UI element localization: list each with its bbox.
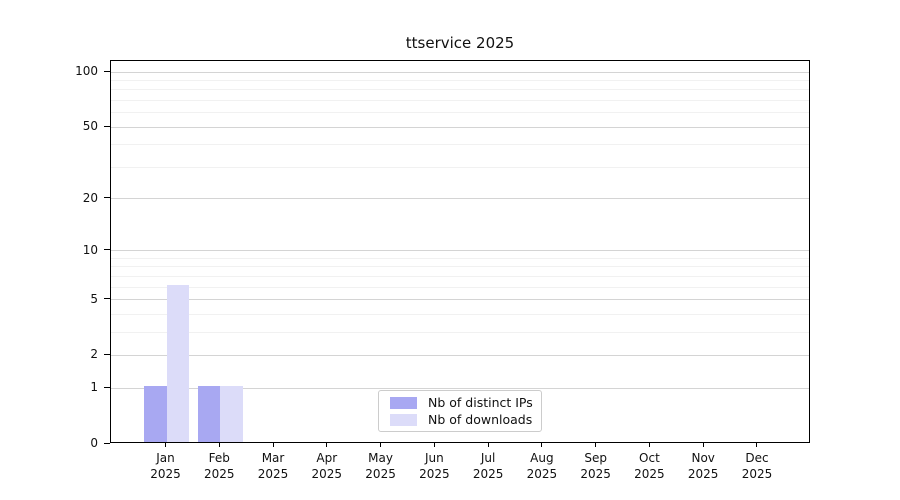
x-axis-tick-mark xyxy=(595,443,597,447)
gridline-minor xyxy=(111,275,809,277)
gridline-major xyxy=(111,387,809,389)
y-axis-tick-label: 20 xyxy=(82,190,98,205)
gridline-minor xyxy=(111,80,809,82)
x-axis-tick-mark xyxy=(326,443,328,447)
x-axis-tick-mark xyxy=(218,443,220,447)
legend-label-downloads: Nb of downloads xyxy=(428,412,533,427)
gridline-minor xyxy=(111,166,809,168)
y-axis-tick-label: 1 xyxy=(90,380,98,395)
gridline-major xyxy=(111,299,809,301)
x-axis-tick-mark xyxy=(487,443,489,447)
bar-downloads xyxy=(166,285,189,442)
x-axis-tick-label: Jun 2025 xyxy=(419,451,450,481)
x-axis-tick-label: Sep 2025 xyxy=(580,451,611,481)
legend-swatch-distinct-ips xyxy=(390,396,417,409)
gridline-minor xyxy=(111,144,809,146)
x-axis-tick-mark xyxy=(756,443,758,447)
bar-downloads xyxy=(220,386,243,442)
x-axis-tick-mark xyxy=(648,443,650,447)
x-axis-tick-label: Jan 2025 xyxy=(150,451,181,481)
gridline-minor xyxy=(111,286,809,288)
gridline-major xyxy=(111,198,809,200)
gridline-minor xyxy=(111,257,809,259)
x-axis-tick-mark xyxy=(380,443,382,447)
y-axis-tick-mark xyxy=(104,197,110,199)
x-axis-tick-mark xyxy=(272,443,274,447)
x-axis-tick-label: Jul 2025 xyxy=(472,451,504,481)
x-axis-tick-mark xyxy=(433,443,435,447)
y-axis-tick-label: 5 xyxy=(90,291,98,306)
bar-distinct-ips xyxy=(197,386,221,442)
gridline-minor xyxy=(111,266,809,268)
y-axis-tick-label: 0 xyxy=(90,436,98,450)
x-axis-tick-label: Mar 2025 xyxy=(257,451,289,481)
y-axis-tick-mark xyxy=(104,125,110,127)
x-axis-tick-mark xyxy=(702,443,704,447)
gridline-major xyxy=(111,126,809,128)
x-axis-tick-mark xyxy=(541,443,543,447)
legend-item-downloads: Nb of downloads xyxy=(379,412,541,427)
y-axis-tick-label: 2 xyxy=(90,347,98,362)
gridline-major xyxy=(111,354,809,356)
y-axis-tick-mark xyxy=(104,442,110,444)
y-axis-tick-mark xyxy=(104,249,110,251)
x-axis-tick-label: Nov 2025 xyxy=(687,451,719,481)
y-axis-tick-mark xyxy=(104,353,110,355)
y-axis-tick-mark xyxy=(104,386,110,388)
x-axis-tick-label: Apr 2025 xyxy=(311,451,343,481)
x-axis-tick-label: Oct 2025 xyxy=(634,451,665,481)
gridline-minor xyxy=(111,331,809,333)
x-axis-tick-label: May 2025 xyxy=(365,451,396,481)
plot-area: Nb of distinct IPs Nb of downloads xyxy=(110,60,810,443)
y-axis-tick-label: 100 xyxy=(75,64,98,79)
gridline-minor xyxy=(111,100,809,102)
gridline-minor xyxy=(111,89,809,91)
y-axis-tick-label: 50 xyxy=(82,119,98,134)
gridline-major xyxy=(111,71,809,73)
x-axis-tick-label: Dec 2025 xyxy=(741,451,773,481)
legend: Nb of distinct IPs Nb of downloads xyxy=(378,390,542,432)
gridline-major xyxy=(111,250,809,252)
legend-label-distinct-ips: Nb of distinct IPs xyxy=(428,395,533,410)
chart-title: ttservice 2025 xyxy=(405,34,515,52)
bar-distinct-ips xyxy=(144,386,167,442)
legend-item-distinct-ips: Nb of distinct IPs xyxy=(379,395,541,410)
x-axis-tick-label: Aug 2025 xyxy=(526,451,558,481)
y-axis-tick-label: 10 xyxy=(82,242,98,257)
x-axis-tick-mark xyxy=(165,443,166,447)
x-axis-tick-label: Feb 2025 xyxy=(203,451,235,481)
gridline-minor xyxy=(111,112,809,114)
legend-swatch-downloads xyxy=(390,413,417,426)
y-axis-tick-mark xyxy=(104,70,110,72)
y-axis-tick-mark xyxy=(104,298,110,300)
gridline-minor xyxy=(111,313,809,315)
